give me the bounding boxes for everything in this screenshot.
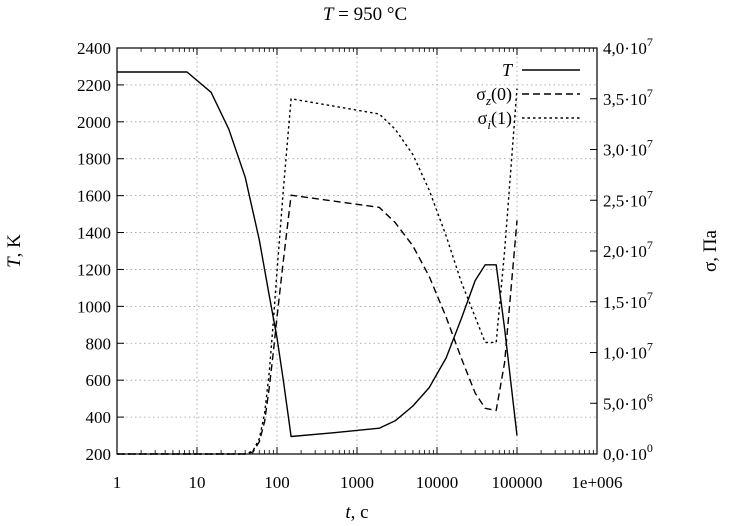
y-left-tick-label: 1600 [77,187,111,206]
y-right-tick-label: 2,0·107 [603,238,653,261]
x-tick-label: 1 [113,473,122,492]
legend-label-base: σ [478,108,488,128]
legend-label-base: T [502,60,514,80]
y-right-tick-exponent: 7 [647,35,653,49]
legend-label-1: σz(0) [476,84,512,108]
y-right-tick-exponent: 7 [647,86,653,100]
y-axis-left-label-rest: , K [4,234,25,258]
y-right-tick-exponent: 7 [647,137,653,151]
series-line-1 [117,194,518,455]
grid [117,48,597,454]
y-left-tick-label: 2400 [77,39,111,58]
y-left-tick-label: 2200 [77,76,111,95]
y-left-tick-label: 1000 [77,297,111,316]
y-right-tick-label: 3,0·107 [603,137,653,160]
x-axis-label-rest: , c [351,502,369,523]
y-left-tick-label: 800 [86,334,112,353]
legend: Tσz(0)σi(1) [476,60,580,132]
series-line-0 [117,71,518,438]
legend-label-0: T [502,60,514,80]
y-right-tick-mantissa: 2,0·10 [603,242,647,261]
x-tick-label: 10 [189,473,206,492]
y-right-tick-mantissa: 2,5·10 [603,191,647,210]
chart-title: T = 950 °C [323,4,407,25]
y-left-tick-label: 600 [86,371,112,390]
y-right-tick-exponent: 7 [647,289,653,303]
y-right-tick-mantissa: 0,0·10 [603,445,647,464]
y-right-tick-mantissa: 1,5·10 [603,293,647,312]
y-right-tick-exponent: 7 [647,340,653,354]
y-right-tick-label: 5,0·106 [603,390,653,413]
y-axis-left-label-var: T [4,256,25,268]
y-right-tick-mantissa: 1,0·10 [603,344,647,363]
y-left-tick-label: 200 [86,445,112,464]
y-right-tick-mantissa: 3,0·10 [603,141,647,160]
y-right-tick-mantissa: 3,5·10 [603,90,647,109]
legend-label-base: σ [476,84,486,104]
y-right-tick-exponent: 0 [647,441,653,455]
y-right-tick-label: 1,5·107 [603,289,653,312]
legend-label-rest: (0) [491,84,512,105]
x-axis: 1 10 100 1000 10000 100000 1e+006 [113,48,623,492]
y-right-tick-mantissa: 4,0·10 [603,39,647,58]
y-right-tick-label: 0,0·100 [603,441,653,464]
y-right-tick-mantissa: 5,0·10 [603,394,647,413]
y-left-tick-label: 400 [86,408,112,427]
x-tick-label: 10000 [416,473,459,492]
chart-title-var: T [323,4,335,25]
chart-title-rest: = 950 °C [333,4,407,25]
y-left-tick-label: 1400 [77,224,111,243]
x-tick-label: 1e+006 [571,473,622,492]
y-right-tick-label: 1,0·107 [603,340,653,363]
y-axis-left: 200 400 600 800 1000 1200 1400 1600 1800 2000 2200… [77,39,124,464]
legend-label-sub: z [485,93,491,108]
y-left-tick-label: 1800 [77,150,111,169]
legend-label-2: σi(1) [478,108,512,132]
x-axis-label: t, c [345,502,368,523]
y-axis-right: 0,0·1005,0·1061,0·1071,5·1072,0·1072,5·1… [590,35,653,464]
legend-label-rest: (1) [491,108,512,129]
y-right-tick-exponent: 7 [647,238,653,252]
y-right-tick-label: 4,0·107 [603,35,653,58]
y-left-tick-label: 2000 [77,113,111,132]
x-tick-label: 1000 [340,473,374,492]
y-right-tick-label: 2,5·107 [603,187,653,210]
y-left-tick-label: 1200 [77,260,111,279]
x-tick-label: 100000 [492,473,543,492]
x-axis-label-var: t [345,502,351,523]
legend-label-sub: i [487,117,491,132]
x-tick-label: 100 [264,473,290,492]
y-axis-left-label: T, K [4,234,25,268]
y-right-tick-label: 3,5·107 [603,86,653,109]
series-line-2 [117,88,518,455]
series-group [117,71,518,455]
y-right-tick-exponent: 6 [647,390,653,404]
y-axis-right-label: σ, Па [700,229,721,271]
y-right-tick-exponent: 7 [647,187,653,201]
